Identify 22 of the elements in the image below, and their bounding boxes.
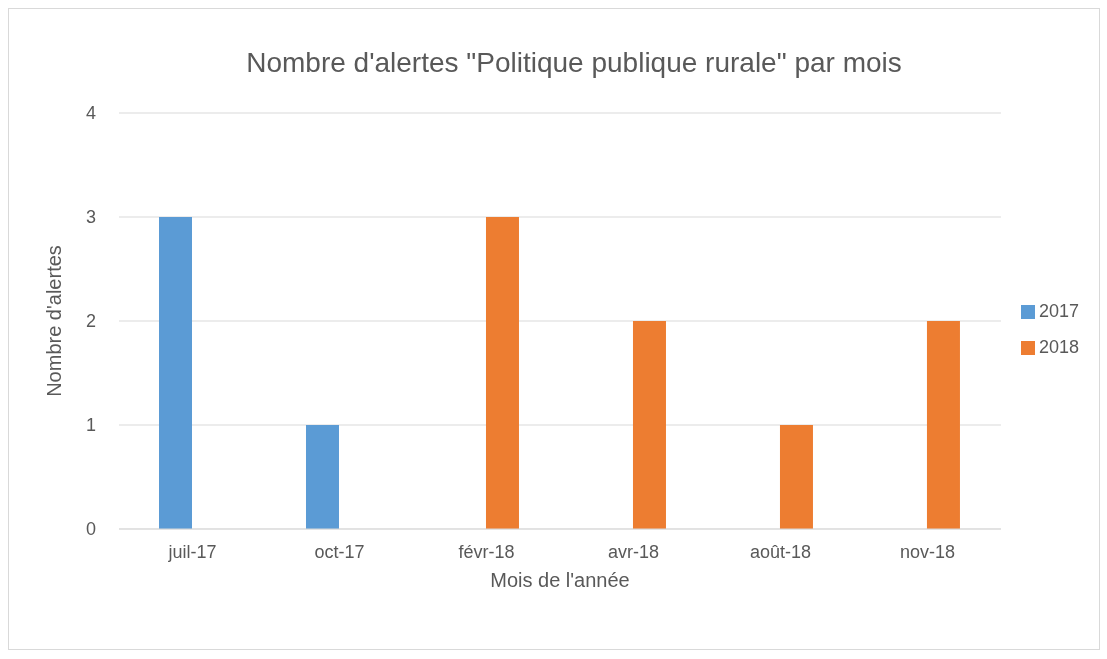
bar	[926, 321, 960, 529]
y-tick-label: 0	[85, 519, 96, 540]
x-tick-label: juil-17	[167, 541, 217, 562]
bar	[305, 425, 339, 529]
x-axis-title: Mois de l'année	[490, 569, 630, 591]
y-tick-label: 2	[85, 311, 96, 332]
y-tick-label: 4	[85, 103, 96, 124]
x-tick-label: avr-18	[607, 541, 659, 562]
y-axis-title: Nombre d'alertes	[43, 245, 66, 397]
bar	[632, 321, 666, 529]
x-tick-label: févr-18	[458, 541, 515, 562]
y-tick-label: 3	[85, 207, 96, 228]
bar	[159, 217, 192, 529]
x-tick-label: nov-18	[899, 541, 955, 562]
x-tick-label: oct-17	[314, 541, 365, 562]
chart-title: Nombre d'alertes "Politique publique rurale" par mois	[245, 47, 903, 79]
legend-label: 2018	[1038, 337, 1079, 357]
bar	[485, 217, 519, 529]
bar	[779, 425, 813, 529]
y-tick-label: 1	[85, 415, 96, 436]
x-tick-label: août-18	[749, 541, 811, 562]
legend-label: 2017	[1038, 301, 1079, 321]
